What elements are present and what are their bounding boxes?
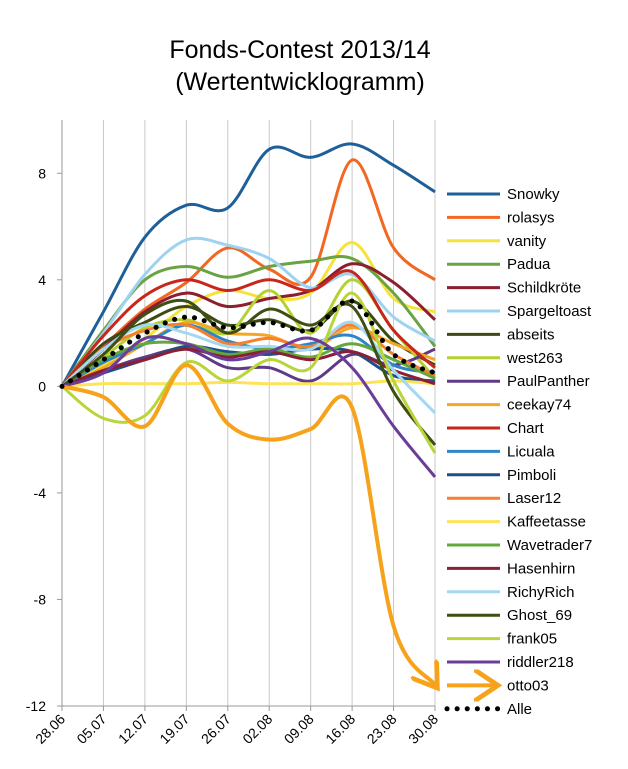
- x-tick-label: 26.07: [198, 711, 234, 747]
- legend-label-spargeltoast: Spargeltoast: [507, 303, 592, 320]
- y-tick-label: 4: [38, 272, 46, 288]
- legend-label-rolasys: rolasys: [507, 209, 555, 226]
- series-line-schildkr-te: [60, 262, 437, 388]
- axes: [57, 120, 436, 711]
- series-line-wavetrader7: [61, 340, 436, 388]
- legend-label-richyrich: RichyRich: [507, 584, 575, 601]
- legend-label-kaffeetasse: Kaffeetasse: [507, 514, 586, 531]
- series-line-ghost-69: [61, 298, 437, 446]
- series-line-otto03: [60, 363, 435, 685]
- legend-label-abseits: abseits: [507, 326, 555, 343]
- legend-label-paulpanther: PaulPanther: [507, 373, 590, 390]
- series-line-snowky: [60, 142, 436, 388]
- legend-label-vanity: vanity: [507, 233, 547, 250]
- legend-label-laser12: Laser12: [507, 490, 561, 507]
- legend-label-riddler218: riddler218: [507, 654, 574, 671]
- series-lines: [59, 142, 438, 685]
- legend-label-licuala: Licuala: [507, 443, 555, 460]
- legend-label-west263: west263: [506, 350, 563, 367]
- series-line-spargeltoast: [60, 236, 436, 388]
- grid: [61, 120, 436, 706]
- legend-label-pimboli: Pimboli: [507, 467, 556, 484]
- legend-label-alle: Alle: [507, 701, 532, 718]
- chart-subtitle: (Wertentwicklogramm): [175, 68, 425, 96]
- series-line-kaffeetasse: [61, 379, 436, 388]
- x-tick-labels: 28.06 05.07 12.07 19.07 26.07 02.08 09.08 16.08…: [32, 711, 441, 747]
- y-tick-label: -12: [26, 698, 46, 714]
- y-tick-label: -4: [34, 485, 47, 501]
- y-tick-labels: -12 -8 -4 0 4 8: [26, 165, 46, 714]
- legend: Snowky rolasys vanity Padua Schildkröte Sparg…: [444, 186, 592, 718]
- legend-label-padua: Padua: [507, 256, 551, 273]
- series-line-hasenhirn: [61, 347, 436, 388]
- x-tick-label: 16.08: [322, 711, 358, 747]
- x-tick-label: 23.08: [364, 711, 400, 747]
- legend-label-frank05: frank05: [507, 631, 557, 648]
- x-tick-label: 28.06: [32, 711, 68, 747]
- legend-label-schildkr-te: Schildkröte: [507, 280, 581, 297]
- legend-label-ghost-69: Ghost_69: [507, 607, 572, 624]
- x-tick-label: 19.07: [156, 711, 192, 747]
- x-tick-label: 09.08: [281, 711, 317, 747]
- legend-label-wavetrader7: Wavetrader7: [507, 537, 592, 554]
- x-tick-label: 05.07: [73, 711, 109, 747]
- legend-label-chart: Chart: [507, 420, 545, 437]
- series-line-laser12: [60, 322, 436, 388]
- x-tick-label: 30.08: [405, 711, 441, 747]
- chart-title: Fonds-Contest 2013/14: [169, 36, 430, 64]
- series-line-frank05: [61, 291, 437, 454]
- y-tick-label: 8: [38, 165, 46, 181]
- series-line-riddler218: [61, 335, 437, 478]
- legend-label-hasenhirn: Hasenhirn: [507, 560, 575, 577]
- legend-label-snowky: Snowky: [507, 186, 560, 203]
- legend-label-ceekay74: ceekay74: [507, 397, 571, 414]
- series-line-alle: [59, 298, 438, 389]
- y-tick-label: 0: [38, 378, 46, 394]
- series-line-chart: [60, 269, 437, 388]
- x-tick-label: 12.07: [115, 711, 151, 747]
- y-tick-label: -8: [34, 591, 47, 607]
- legend-label-otto03: otto03: [507, 677, 549, 694]
- x-tick-label: 02.08: [239, 711, 275, 747]
